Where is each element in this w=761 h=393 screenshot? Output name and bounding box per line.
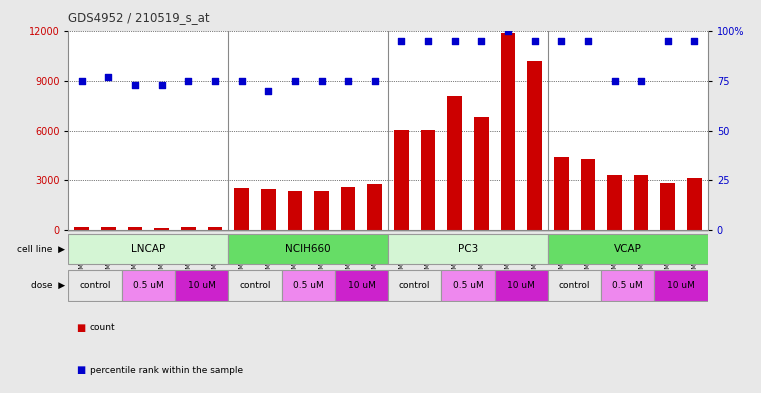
Point [102, 74, 114, 80]
Bar [335, 270, 388, 301]
Text: 10 uM: 10 uM [348, 281, 375, 290]
Bar [288, 191, 302, 230]
Point [502, 28, 514, 35]
Point [581, 38, 594, 44]
Text: 10 uM: 10 uM [508, 281, 535, 290]
Bar [234, 188, 249, 230]
Point [236, 78, 248, 84]
Text: ■: ■ [76, 365, 85, 375]
Bar [447, 96, 462, 230]
Bar [441, 270, 495, 301]
Text: VCAP: VCAP [614, 244, 642, 254]
Point [449, 38, 461, 44]
Text: 0.5 uM: 0.5 uM [453, 281, 483, 290]
Bar [341, 187, 355, 230]
Point [396, 38, 408, 44]
Bar [501, 33, 515, 230]
Point [422, 38, 434, 44]
Bar [495, 270, 548, 301]
Bar [607, 175, 622, 230]
Text: control: control [559, 281, 591, 290]
Bar [68, 270, 122, 301]
Bar [601, 270, 654, 301]
Text: 10 uM: 10 uM [667, 281, 695, 290]
Bar [548, 270, 601, 301]
Bar [634, 175, 648, 230]
Text: cell line  ▶: cell line ▶ [17, 244, 65, 253]
Bar [388, 233, 548, 264]
Bar [128, 228, 142, 230]
Text: PC3: PC3 [458, 244, 478, 254]
Bar [314, 191, 329, 230]
Point [209, 78, 221, 84]
Bar [75, 227, 89, 230]
Text: count: count [90, 323, 116, 332]
Bar [228, 270, 282, 301]
Bar [388, 270, 441, 301]
Point [315, 78, 327, 84]
Bar [421, 130, 435, 230]
Point [75, 78, 88, 84]
Point [129, 82, 142, 88]
Point [608, 78, 620, 84]
Text: 10 uM: 10 uM [188, 281, 215, 290]
Point [182, 78, 194, 84]
Bar [181, 227, 196, 230]
Point [368, 78, 380, 84]
Bar [282, 270, 335, 301]
Bar [368, 184, 382, 230]
Point [475, 38, 487, 44]
Bar [261, 189, 275, 230]
Text: 0.5 uM: 0.5 uM [613, 281, 643, 290]
Text: LNCAP: LNCAP [131, 244, 166, 254]
Text: GDS4952 / 210519_s_at: GDS4952 / 210519_s_at [68, 11, 210, 24]
Bar [228, 233, 388, 264]
Bar [101, 227, 116, 230]
Text: dose  ▶: dose ▶ [30, 281, 65, 290]
Bar [581, 159, 595, 230]
Text: control: control [239, 281, 271, 290]
Text: control: control [399, 281, 431, 290]
Bar [654, 270, 708, 301]
Bar [661, 183, 675, 230]
Bar [474, 118, 489, 230]
Point [528, 38, 540, 44]
Point [289, 78, 301, 84]
Point [555, 38, 567, 44]
Bar [527, 61, 542, 230]
Point [155, 82, 167, 88]
Point [342, 78, 354, 84]
Bar [394, 130, 409, 230]
Bar [554, 157, 568, 230]
Text: ■: ■ [76, 323, 85, 333]
Text: percentile rank within the sample: percentile rank within the sample [90, 366, 243, 375]
Point [688, 38, 700, 44]
Bar [68, 233, 228, 264]
Bar [175, 270, 228, 301]
Point [262, 88, 274, 94]
Bar [208, 228, 222, 230]
Bar [154, 228, 169, 230]
Point [635, 78, 647, 84]
Bar [687, 178, 702, 230]
Bar [548, 233, 708, 264]
Bar [122, 270, 175, 301]
Text: NCIH660: NCIH660 [285, 244, 331, 254]
Text: 0.5 uM: 0.5 uM [293, 281, 323, 290]
Point [661, 38, 674, 44]
Text: control: control [79, 281, 111, 290]
Text: 0.5 uM: 0.5 uM [133, 281, 164, 290]
